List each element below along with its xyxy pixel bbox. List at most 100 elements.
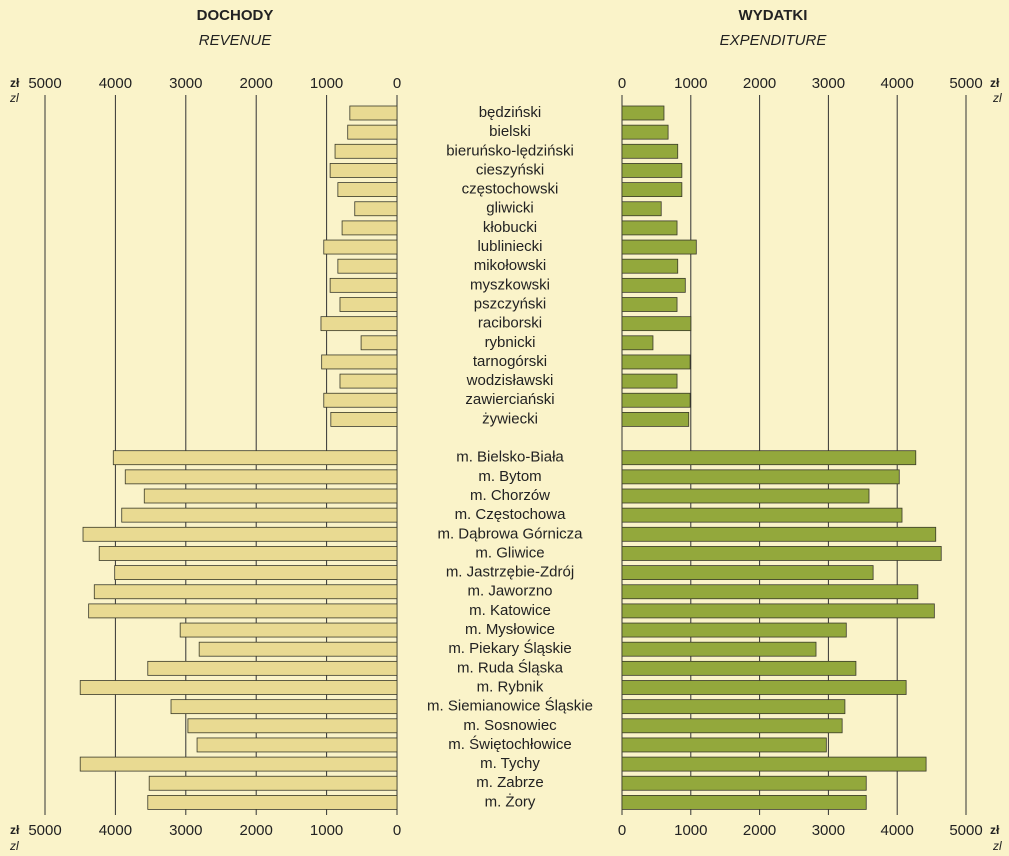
bar (334, 143, 398, 159)
panel-title: WYDATKI (739, 7, 808, 24)
x-tick-label: 3000 (169, 75, 202, 92)
category-label: bielski (489, 123, 531, 140)
unit-label: zł (990, 76, 1000, 90)
bar (621, 220, 678, 236)
category-label: m. Bytom (478, 468, 541, 485)
bar (621, 258, 679, 274)
bar (621, 756, 927, 772)
bar (621, 335, 654, 351)
category-label: mikołowski (474, 257, 547, 274)
bar (621, 795, 867, 810)
bar (323, 392, 398, 408)
bar (621, 737, 827, 753)
x-tick-label: 5000 (949, 75, 982, 92)
bar (621, 526, 937, 542)
bar (621, 641, 817, 657)
bar (621, 584, 919, 600)
category-label: m. Częstochowa (455, 506, 567, 523)
x-tick-label: 1000 (310, 822, 343, 839)
bar (621, 316, 692, 332)
bar (621, 469, 900, 485)
bar (323, 239, 398, 255)
bar (621, 105, 665, 121)
bar (339, 373, 398, 389)
x-tick-label: 4000 (881, 822, 914, 839)
category-label: pszczyński (474, 295, 547, 312)
bar (121, 507, 398, 523)
category-label: m. Dąbrowa Górnicza (437, 525, 583, 542)
bar (196, 737, 398, 753)
category-label: raciborski (478, 315, 542, 332)
x-tick-label: 4000 (881, 75, 914, 92)
panel-subtitle: REVENUE (199, 32, 273, 49)
bar (98, 546, 398, 561)
category-label: m. Sosnowiec (463, 717, 557, 734)
category-label: m. Siemianowice Śląskie (427, 697, 593, 715)
category-label: gliwicki (486, 200, 534, 217)
bar (148, 775, 398, 791)
bar (79, 756, 398, 772)
x-tick-label: 0 (393, 75, 401, 92)
category-label: cieszyński (476, 161, 544, 178)
panel-title: DOCHODY (197, 7, 274, 24)
category-label: m. Katowice (469, 602, 551, 619)
x-tick-label: 0 (393, 822, 401, 839)
category-label: m. Bielsko-Biała (456, 449, 564, 466)
bar (621, 392, 691, 408)
bar (347, 124, 398, 140)
bar (147, 660, 398, 676)
bar (621, 622, 847, 638)
unit-label: zl (992, 91, 1002, 105)
bar (621, 488, 870, 504)
bar (621, 143, 679, 159)
x-tick-label: 2000 (743, 75, 776, 92)
bar (147, 795, 398, 810)
unit-label: zl (992, 839, 1002, 853)
bar (354, 201, 398, 217)
x-tick-label: 4000 (99, 822, 132, 839)
category-label: m. Chorzów (470, 487, 550, 504)
x-tick-label: 5000 (949, 822, 982, 839)
category-label: lubliniecki (477, 238, 542, 255)
category-label: m. Tychy (480, 755, 540, 772)
x-tick-label: 3000 (169, 822, 202, 839)
unit-label: zl (9, 91, 19, 105)
category-label: m. Rybnik (477, 678, 544, 695)
x-tick-label: 1000 (674, 822, 707, 839)
category-label: m. Świętochłowice (448, 735, 571, 753)
x-tick-label: 0 (618, 822, 626, 839)
bar (82, 526, 398, 542)
category-label: m. Gliwice (475, 544, 544, 561)
bar (329, 277, 398, 293)
bar (330, 411, 398, 427)
category-label: rybnicki (485, 334, 536, 351)
category-label: m. Jaworzno (467, 583, 552, 600)
unit-label: zł (10, 823, 20, 837)
bar (320, 316, 398, 332)
bar (621, 507, 903, 523)
bar (124, 469, 398, 485)
unit-label: zł (10, 76, 20, 90)
bar (621, 277, 686, 293)
bar (339, 297, 398, 312)
bar (79, 680, 398, 695)
bar (621, 354, 691, 370)
bar (621, 718, 843, 734)
bar (621, 124, 669, 140)
x-tick-label: 2000 (240, 75, 273, 92)
category-label: zawierciański (465, 391, 554, 408)
bar (337, 258, 398, 274)
bar (621, 699, 846, 715)
bar (114, 565, 398, 580)
x-tick-label: 3000 (812, 822, 845, 839)
category-label: m. Jastrzębie-Zdrój (446, 564, 574, 581)
bar (88, 603, 398, 619)
category-label: m. Piekary Śląskie (448, 639, 571, 657)
unit-label: zl (9, 839, 19, 853)
bar (621, 660, 857, 676)
bar (187, 718, 398, 734)
category-label: tarnogórski (473, 353, 547, 370)
category-label: wodzisławski (466, 372, 554, 389)
bar (621, 297, 678, 312)
